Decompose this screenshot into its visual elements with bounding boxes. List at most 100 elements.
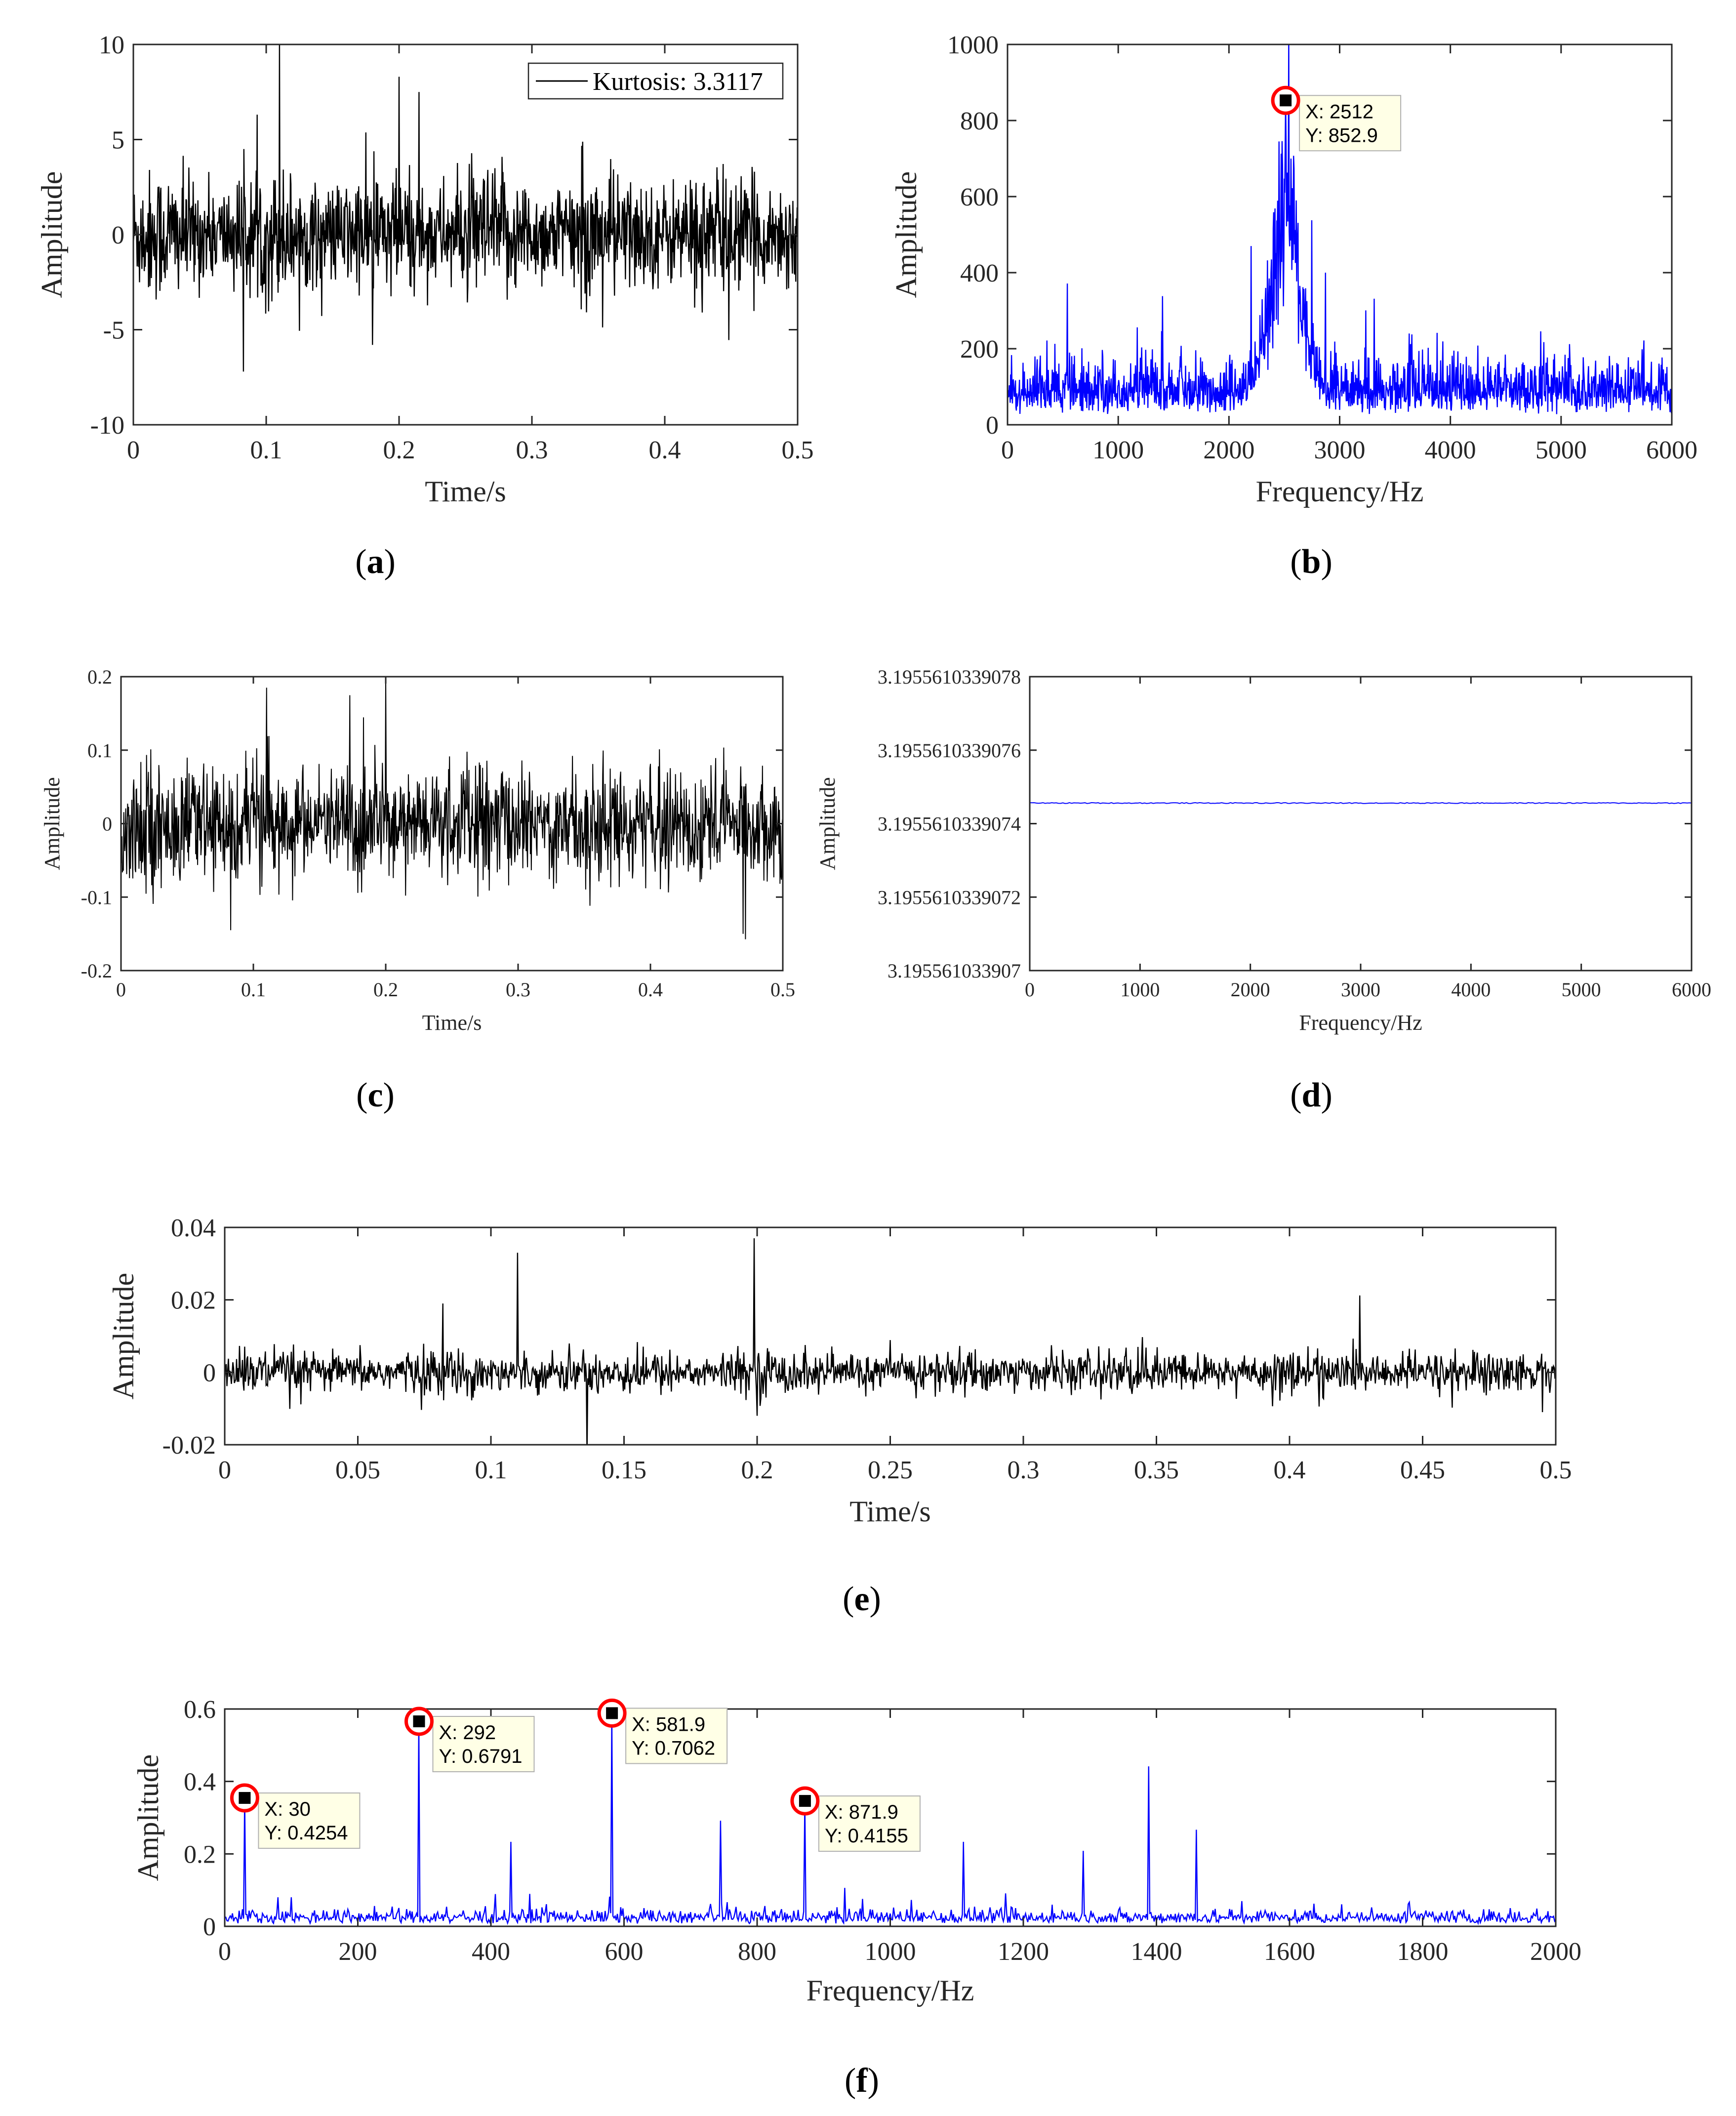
x-tick-label: 1000 (865, 1938, 916, 1966)
x-tick-label: 0 (127, 436, 140, 464)
y-tick-label: 10 (99, 31, 124, 59)
x-tick-label: 0.45 (1400, 1456, 1445, 1484)
datatip-box (1299, 95, 1402, 152)
y-tick-label: 3.195561033907 (888, 960, 1021, 982)
y-tick-label: -0.2 (81, 960, 112, 982)
datatip-text: X: 30 (264, 1798, 310, 1820)
series-line-a (133, 44, 798, 372)
datatip-box (625, 1708, 728, 1764)
y-tick-label: -10 (90, 411, 124, 440)
x-tick-label: 0.5 (1540, 1456, 1572, 1484)
x-tick-label: 6000 (1646, 436, 1697, 464)
datatip-text: X: 2512 (1305, 101, 1373, 122)
x-axis-label: Frequency/Hz (1256, 475, 1424, 508)
x-tick-label: 800 (738, 1938, 776, 1966)
datatip-text: Y: 0.6791 (439, 1746, 522, 1767)
y-tick-label: 0.1 (87, 739, 112, 762)
x-tick-label: 600 (605, 1938, 644, 1966)
x-tick-label: 0.5 (782, 436, 814, 464)
x-axis-label: Frequency/Hz (807, 1974, 974, 2007)
y-tick-label: 3.1955610339074 (878, 813, 1021, 835)
x-tick-label: 0.4 (649, 436, 681, 464)
chart-a: 0 0.1 0.2 0.3 0.4 0.5 -10 -5 0 5 10 Time/s Amplitude… (36, 31, 814, 581)
y-tick-label: 0 (112, 221, 124, 249)
x-tick-label: 4000 (1425, 436, 1476, 464)
datatip-text: Y: 0.4254 (264, 1822, 348, 1844)
series-line-f (225, 1713, 1556, 1925)
series-line-d (1030, 802, 1692, 804)
x-tick-label: 0.2 (741, 1456, 773, 1484)
x-tick-label: 0.3 (506, 978, 530, 1001)
datatip-box (258, 1792, 361, 1849)
x-tick-label: 4000 (1451, 978, 1491, 1001)
datatip-text: Y: 852.9 (1305, 124, 1378, 146)
y-axis-label: Amplitude (132, 1754, 164, 1881)
datatip-box (432, 1715, 535, 1772)
y-tick-label: 0.6 (184, 1696, 216, 1724)
y-tick-label: 600 (960, 183, 999, 211)
x-tick-label: 0.2 (383, 436, 415, 464)
x-tick-label: 200 (339, 1938, 377, 1966)
x-tick-label: 0.5 (770, 978, 795, 1001)
x-tick-label: 3000 (1341, 978, 1380, 1001)
subfigure-caption: (b) (1290, 543, 1332, 581)
y-tick-label: 1000 (947, 31, 999, 59)
x-tick-label: 0 (1025, 978, 1035, 1001)
x-tick-label: 0.1 (475, 1456, 507, 1484)
y-tick-label: 0.02 (171, 1287, 216, 1315)
x-tick-label: 6000 (1672, 978, 1711, 1001)
chart-b: 0 1000 2000 3000 4000 5000 6000 0 200 400 600 800 10… (890, 31, 1697, 581)
series-line-c (121, 677, 783, 939)
x-tick-label: 1000 (1092, 436, 1144, 464)
subfigure-caption: (f) (845, 2062, 879, 2100)
x-tick-label: 0.05 (335, 1456, 380, 1484)
y-tick-label: 0.2 (184, 1840, 216, 1869)
series-line-b (1008, 44, 1672, 414)
y-tick-label: -0.1 (81, 886, 112, 908)
subfigure-caption: (e) (843, 1580, 881, 1618)
x-tick-label: 0.1 (250, 436, 283, 464)
x-tick-label: 2000 (1231, 978, 1270, 1001)
x-tick-label: 0 (218, 1938, 231, 1966)
axes-box-e (224, 1226, 1557, 1446)
y-tick-label: 5 (112, 126, 124, 155)
x-tick-label: 1200 (998, 1938, 1049, 1966)
series-line-e (225, 1238, 1556, 1445)
chart-e: 0 0.05 0.1 0.15 0.2 0.25 0.3 0.35 0.4 0.45 0.5 -0.0… (107, 1214, 1572, 1618)
x-tick-label: 2000 (1530, 1938, 1581, 1966)
x-tick-label: 0.15 (602, 1456, 646, 1484)
x-tick-label: 3000 (1314, 436, 1366, 464)
x-tick-label: 0.3 (516, 436, 548, 464)
x-tick-label: 1400 (1131, 1938, 1182, 1966)
datatip-text: X: 581.9 (632, 1713, 705, 1735)
datatip-text: Y: 0.4155 (825, 1825, 908, 1847)
x-tick-label: 2000 (1203, 436, 1254, 464)
legend-label: Kurtosis: 3.3117 (593, 68, 763, 96)
x-tick-label: 5000 (1535, 436, 1587, 464)
x-axis-label: Time/s (422, 1011, 482, 1035)
y-axis-label: Amplitude (890, 171, 923, 298)
y-tick-label: 200 (960, 335, 999, 364)
y-tick-label: 800 (960, 107, 999, 135)
y-tick-label: 0 (986, 411, 999, 440)
x-tick-label: 1600 (1264, 1938, 1315, 1966)
x-tick-label: 0 (218, 1456, 231, 1484)
datatip-text: Y: 0.7062 (632, 1737, 715, 1759)
y-tick-label: 3.1955610339076 (878, 739, 1021, 762)
y-axis-label: Amplitude (815, 777, 840, 870)
x-tick-label: 0.25 (868, 1456, 913, 1484)
y-tick-label: 0 (203, 1359, 216, 1387)
datatip-marker (799, 1795, 811, 1807)
x-tick-label: 1800 (1397, 1938, 1449, 1966)
datatip-text: X: 292 (439, 1722, 496, 1744)
axes-box-d (1029, 676, 1693, 972)
subfigure-caption: (a) (355, 543, 396, 581)
y-tick-label: -0.02 (162, 1431, 216, 1460)
x-axis-label: Time/s (425, 475, 506, 508)
x-axis-label: Time/s (849, 1495, 931, 1528)
y-tick-label: 0.04 (171, 1214, 216, 1242)
x-tick-label: 0.3 (1008, 1456, 1040, 1484)
y-tick-label: -5 (103, 317, 124, 345)
y-tick-label: 0 (203, 1913, 216, 1941)
y-axis-label: Amplitude (36, 171, 68, 298)
